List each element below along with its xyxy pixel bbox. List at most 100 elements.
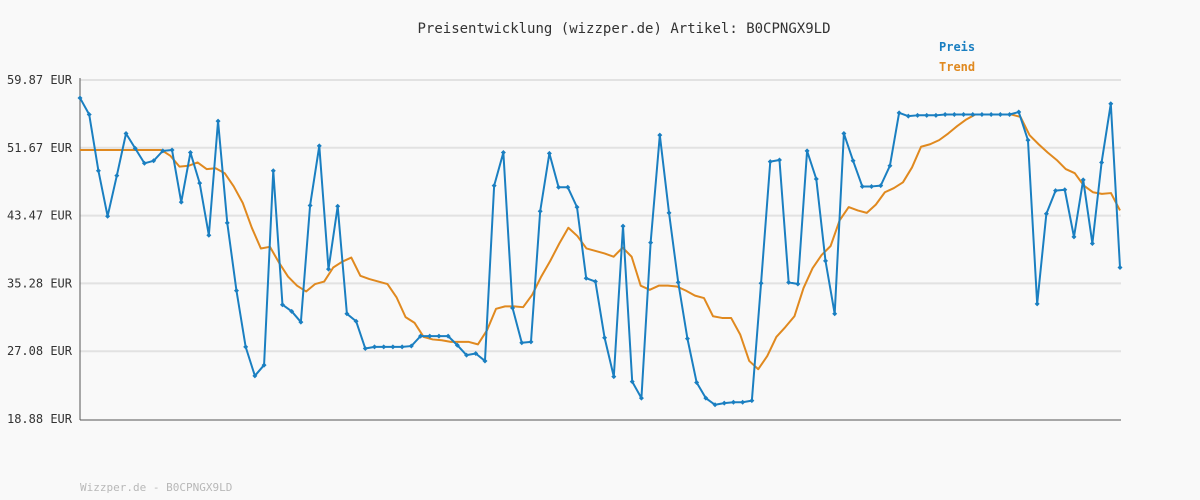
preis-point [546,150,552,156]
chart-title: Preisentwicklung (wizzper.de) Artikel: B… [417,21,830,37]
preis-point [399,344,405,350]
preis-point [767,159,773,165]
preis-point [896,110,902,116]
preis-point [427,333,433,339]
preis-point [325,266,331,272]
y-tick-label: 27.08 EUR [7,344,73,358]
preis-point [233,288,239,294]
preis-point [132,145,138,151]
preis-point [270,168,276,174]
preis-point [997,111,1003,117]
preis-point [565,184,571,190]
preis-point [86,111,92,117]
preis-point [721,400,727,406]
preis-point [832,311,838,317]
preis-point [841,131,847,137]
grid-lines [80,79,1121,353]
preis-point [243,344,249,350]
preis-point [206,232,212,238]
preis-point [776,157,782,163]
preis-point [510,305,516,311]
preis-point [1043,211,1049,217]
preis-point [1034,301,1040,307]
preis-point [261,362,267,368]
preis-point [1099,159,1105,165]
preis-point [1080,177,1086,183]
preis-point [528,339,534,345]
preis-point [730,399,736,405]
preis-point [758,280,764,286]
preis-point [740,399,746,405]
preis-point [675,279,681,285]
preis-point [813,176,819,182]
preis-point [215,118,221,124]
y-tick-label: 43.47 EUR [7,209,73,223]
series-layer [77,95,1123,408]
preis-point [95,168,101,174]
preis-point [372,344,378,350]
preis-point [353,318,359,324]
preis-point [648,240,654,246]
preis-point [362,346,368,352]
preis-point [556,184,562,190]
preis-point [316,143,322,149]
preis-point [611,374,617,380]
preis-point [123,131,129,137]
preis-point [961,111,967,117]
chart-footer: Wizzper.de - B0CPNGX9LD [80,481,232,494]
preis-point [694,379,700,385]
preis-point [491,183,497,189]
preis-point [1108,101,1114,107]
preis-point [151,158,157,164]
preis-point [454,342,460,348]
preis-point [1089,241,1095,247]
preis-point [869,183,875,189]
preis-point [850,158,856,164]
preis-point [786,279,792,285]
preis-point [620,223,626,229]
preis-point [390,344,396,350]
preis-point [1071,234,1077,240]
preis-point [638,395,644,401]
preis-point [859,183,865,189]
trend-line [80,113,1121,371]
preis-point [924,112,930,118]
preis-point [197,180,203,186]
preis-point [187,150,193,156]
preis-point [1053,188,1059,194]
preis-point [252,373,258,379]
preis-point [1117,264,1123,270]
preis-point [905,113,911,119]
preis-point [473,350,479,356]
preis-point [602,335,608,341]
preis-point [408,343,414,349]
y-tick-label: 18.88 EUR [7,412,73,426]
preis-point [1025,137,1031,143]
preis-point [749,398,755,404]
preis-point [105,213,111,219]
preis-point [537,208,543,214]
preis-point [703,395,709,401]
preis-point [169,147,175,153]
preis-point [445,333,451,339]
preis-point [878,183,884,189]
preis-point [942,111,948,117]
preis-point [279,302,285,308]
preis-point [970,111,976,117]
preis-point [335,203,341,209]
preis-point [114,173,120,179]
preis-point [500,150,506,156]
preis-point [988,111,994,117]
preis-point [629,379,635,385]
preis-point [795,281,801,287]
preis-point [519,340,525,346]
preis-point [482,358,488,364]
preis-point [160,148,166,154]
preis-point [804,148,810,154]
preis-point [298,319,304,325]
preis-point [583,275,589,281]
preis-point [307,202,313,208]
preis-point [887,163,893,169]
preis-point [684,336,690,342]
